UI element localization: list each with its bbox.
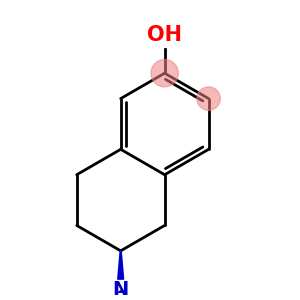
Text: N: N: [112, 280, 129, 299]
Circle shape: [151, 59, 178, 87]
Polygon shape: [118, 251, 124, 279]
Circle shape: [197, 87, 220, 110]
Text: OH: OH: [147, 25, 182, 45]
